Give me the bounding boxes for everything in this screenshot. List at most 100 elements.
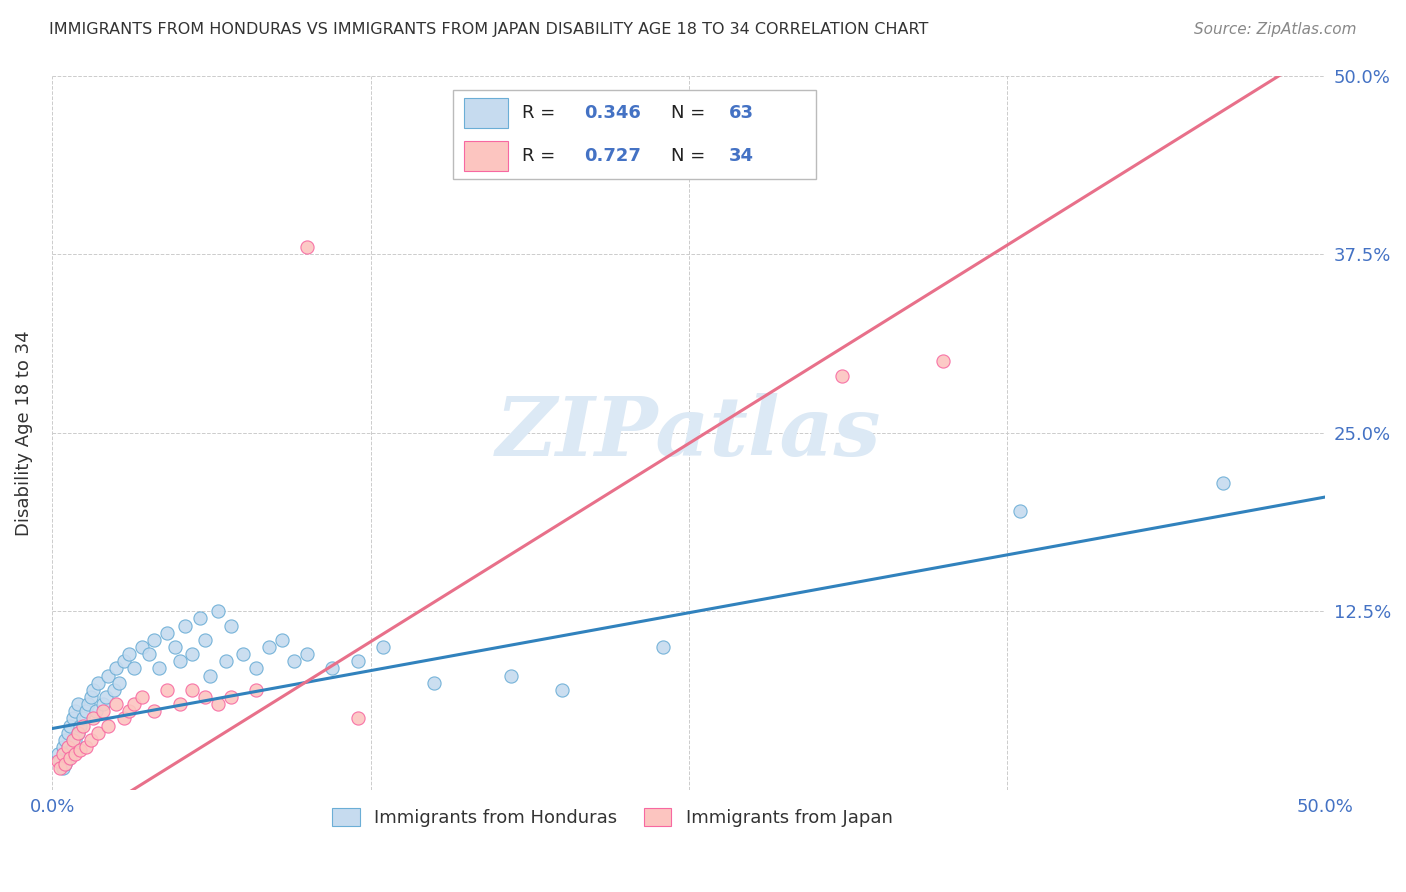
Point <box>122 697 145 711</box>
Point <box>59 718 82 732</box>
Point <box>122 661 145 675</box>
Point <box>62 740 84 755</box>
Point <box>138 647 160 661</box>
Point <box>52 762 75 776</box>
Point <box>219 690 242 704</box>
Point <box>49 755 72 769</box>
Point <box>69 718 91 732</box>
Point <box>232 647 254 661</box>
Point <box>181 647 204 661</box>
Point <box>62 711 84 725</box>
Point <box>105 661 128 675</box>
Point <box>173 618 195 632</box>
Point <box>112 711 135 725</box>
Point <box>97 718 120 732</box>
Point <box>373 640 395 654</box>
Y-axis label: Disability Age 18 to 34: Disability Age 18 to 34 <box>15 330 32 535</box>
Point <box>49 762 72 776</box>
Point <box>169 697 191 711</box>
Point <box>163 640 186 654</box>
Point <box>72 718 94 732</box>
Point <box>112 654 135 668</box>
Point <box>77 697 100 711</box>
Point <box>59 747 82 762</box>
Point <box>75 740 97 755</box>
Point <box>194 632 217 647</box>
Point <box>52 740 75 755</box>
Point <box>46 755 69 769</box>
Text: Source: ZipAtlas.com: Source: ZipAtlas.com <box>1194 22 1357 37</box>
Point <box>194 690 217 704</box>
Point <box>105 697 128 711</box>
Point <box>156 625 179 640</box>
Point <box>214 654 236 668</box>
Point <box>93 704 115 718</box>
Point <box>118 647 141 661</box>
Point <box>188 611 211 625</box>
Point <box>347 711 370 725</box>
Point <box>143 704 166 718</box>
Point <box>69 743 91 757</box>
Point <box>169 654 191 668</box>
Point <box>156 682 179 697</box>
Point <box>118 704 141 718</box>
Point <box>59 751 82 765</box>
Point <box>66 725 89 739</box>
Point <box>1008 504 1031 518</box>
Point <box>46 747 69 762</box>
Point <box>75 704 97 718</box>
Point <box>72 711 94 725</box>
Point <box>56 740 79 755</box>
Point <box>66 697 89 711</box>
Point <box>270 632 292 647</box>
Point <box>245 661 267 675</box>
Point <box>245 682 267 697</box>
Point <box>87 725 110 739</box>
Point <box>87 675 110 690</box>
Point <box>295 240 318 254</box>
Text: ZIPatlas: ZIPatlas <box>496 392 882 473</box>
Point <box>62 732 84 747</box>
Point <box>219 618 242 632</box>
Legend: Immigrants from Honduras, Immigrants from Japan: Immigrants from Honduras, Immigrants fro… <box>325 801 900 835</box>
Point <box>200 668 222 682</box>
Point <box>131 690 153 704</box>
Point <box>207 604 229 618</box>
Point <box>56 725 79 739</box>
Point <box>103 682 125 697</box>
Point <box>53 732 76 747</box>
Point <box>82 711 104 725</box>
Point <box>181 682 204 697</box>
Point <box>423 675 446 690</box>
Point <box>97 668 120 682</box>
Point <box>52 747 75 762</box>
Point <box>93 697 115 711</box>
Point <box>831 368 853 383</box>
Point <box>652 640 675 654</box>
Point <box>347 654 370 668</box>
Point <box>79 732 101 747</box>
Point <box>94 690 117 704</box>
Text: IMMIGRANTS FROM HONDURAS VS IMMIGRANTS FROM JAPAN DISABILITY AGE 18 TO 34 CORREL: IMMIGRANTS FROM HONDURAS VS IMMIGRANTS F… <box>49 22 928 37</box>
Point <box>131 640 153 654</box>
Point <box>53 757 76 772</box>
Point <box>295 647 318 661</box>
Point <box>56 751 79 765</box>
Point <box>65 704 87 718</box>
Point <box>207 697 229 711</box>
Point <box>148 661 170 675</box>
Point <box>65 747 87 762</box>
Point <box>79 690 101 704</box>
Point <box>65 732 87 747</box>
Point <box>932 354 955 368</box>
Point <box>257 640 280 654</box>
Point <box>107 675 129 690</box>
Point <box>1212 475 1234 490</box>
Point <box>66 725 89 739</box>
Point <box>550 682 572 697</box>
Point <box>321 661 343 675</box>
Point <box>283 654 305 668</box>
Point <box>143 632 166 647</box>
Point <box>499 668 522 682</box>
Point <box>84 704 107 718</box>
